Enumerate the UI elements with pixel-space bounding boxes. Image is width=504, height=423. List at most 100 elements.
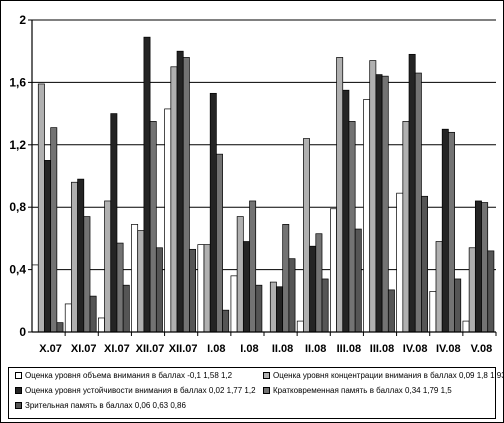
bar-series-1-12 xyxy=(429,291,437,333)
bar-series-2-6 xyxy=(236,216,244,333)
bar-series-2-5 xyxy=(203,244,211,333)
bar-series-1-9 xyxy=(330,208,337,333)
bar-series-4-9 xyxy=(348,121,356,333)
legend-label: Зрительная память в баллах 0,06 0,63 0,8… xyxy=(25,401,186,410)
bar-series-3-12 xyxy=(441,128,449,333)
bar-series-4-1 xyxy=(83,216,91,333)
x-tick-label: XII.07 xyxy=(169,343,198,355)
bar-series-4-3 xyxy=(149,121,157,333)
x-tick-label: IV.08 xyxy=(403,343,428,355)
x-tick-label: II.08 xyxy=(272,343,293,355)
legend-item: Оценка уровня концентрации внимания в ба… xyxy=(263,371,504,380)
bar-series-3-9 xyxy=(342,89,350,333)
bar-series-3-8 xyxy=(309,245,317,333)
bar-series-2-9 xyxy=(336,57,344,333)
bar-series-4-7 xyxy=(282,224,290,333)
bar-series-5-8 xyxy=(321,278,329,333)
legend-label: Оценка уровня устойчивости внимания в ба… xyxy=(25,386,256,395)
legend-item: Оценка уровня устойчивости внимания в ба… xyxy=(15,386,256,395)
bar-series-5-9 xyxy=(354,228,362,333)
bar-series-1-3 xyxy=(131,224,139,333)
bar-series-1-2 xyxy=(98,317,105,333)
bar-series-3-0 xyxy=(44,160,52,333)
x-tick-label: XI.07 xyxy=(104,343,130,355)
bar-series-2-12 xyxy=(435,241,443,333)
legend-item: Зрительная память в баллах 0,06 0,63 0,8… xyxy=(15,401,186,410)
bar-series-4-4 xyxy=(182,57,190,333)
bar-series-2-1 xyxy=(71,181,78,333)
bar-series-2-8 xyxy=(303,138,310,333)
bar-series-4-6 xyxy=(249,200,257,333)
chart-legend: Оценка уровня объема внимания в баллах -… xyxy=(8,367,504,419)
bar-series-5-2 xyxy=(122,284,130,333)
bar-series-5-13 xyxy=(487,250,495,333)
legend-item: Кратковременная память в баллах 0,34 1,7… xyxy=(263,386,452,395)
bar-series-1-4 xyxy=(164,108,172,333)
legend-swatch xyxy=(263,387,270,394)
bar-series-1-0 xyxy=(31,264,39,333)
x-tick-label: I.08 xyxy=(207,343,225,355)
legend-item: Оценка уровня объема внимания в баллах -… xyxy=(15,371,232,380)
legend-swatch xyxy=(15,387,22,394)
y-tick-label: 1,6 xyxy=(9,75,26,89)
x-tick-label: XI.07 xyxy=(71,343,97,355)
bar-series-4-13 xyxy=(481,202,489,333)
y-tick-label: 0,8 xyxy=(9,200,26,214)
y-tick-label: 0,4 xyxy=(9,263,26,277)
bar-series-4-10 xyxy=(381,75,389,333)
bar-series-4-5 xyxy=(216,153,223,333)
bar-series-5-3 xyxy=(155,247,163,333)
bar-series-4-12 xyxy=(448,131,455,333)
bar-series-5-10 xyxy=(387,289,395,333)
legend-label: Оценка уровня объема внимания в баллах -… xyxy=(25,371,233,380)
bar-series-1-6 xyxy=(230,275,238,333)
legend-swatch xyxy=(15,402,22,409)
bar-series-2-7 xyxy=(269,281,277,333)
bar-series-2-4 xyxy=(170,66,178,333)
x-tick-label: IV.08 xyxy=(436,343,461,355)
legend-swatch xyxy=(15,372,22,379)
bar-series-3-1 xyxy=(77,178,85,333)
bar-series-3-4 xyxy=(176,50,184,333)
bar-series-3-10 xyxy=(375,74,383,333)
bar-series-4-0 xyxy=(50,127,58,333)
bar-series-1-8 xyxy=(296,320,304,333)
bar-series-5-0 xyxy=(56,322,64,333)
bar-series-5-11 xyxy=(421,195,428,333)
x-tick-label: X.07 xyxy=(39,343,62,355)
bar-series-4-11 xyxy=(414,72,422,333)
bar-series-2-0 xyxy=(37,83,45,333)
bar-series-2-11 xyxy=(402,121,410,333)
x-tick-label: II.08 xyxy=(305,343,326,355)
legend-label: Кратковременная память в баллах 0,34 1,7… xyxy=(273,386,452,395)
bar-series-4-2 xyxy=(116,242,124,333)
bar-series-5-6 xyxy=(255,284,263,333)
x-tick-label: V.08 xyxy=(471,343,493,355)
x-tick-label: III.08 xyxy=(370,343,394,355)
bar-series-3-5 xyxy=(209,92,217,333)
x-tick-label: III.08 xyxy=(337,343,361,355)
legend-label: Оценка уровня концентрации внимания в ба… xyxy=(273,371,504,380)
bar-series-1-11 xyxy=(396,192,404,333)
bar-series-2-10 xyxy=(369,60,377,333)
bar-series-2-13 xyxy=(468,247,476,333)
bar-series-3-7 xyxy=(276,286,284,333)
bar-series-5-12 xyxy=(454,278,462,333)
bar-series-1-1 xyxy=(64,303,72,333)
legend-swatch xyxy=(263,372,270,379)
bar-series-1-10 xyxy=(363,99,371,333)
bar-series-2-2 xyxy=(104,200,112,333)
bar-series-1-5 xyxy=(197,244,205,333)
x-tick-label: I.08 xyxy=(240,343,258,355)
bar-series-3-11 xyxy=(408,53,416,333)
bar-series-3-3 xyxy=(143,36,151,333)
bar-series-5-4 xyxy=(189,248,196,333)
bar-series-1-13 xyxy=(462,320,470,333)
y-tick-label: 0 xyxy=(19,325,26,339)
bar-series-3-2 xyxy=(110,113,118,333)
bar-series-4-8 xyxy=(315,233,323,333)
y-tick-label: 1,2 xyxy=(9,138,26,152)
bar-series-3-6 xyxy=(242,241,250,333)
bar-series-5-5 xyxy=(222,309,230,333)
bar-series-5-1 xyxy=(89,295,97,333)
